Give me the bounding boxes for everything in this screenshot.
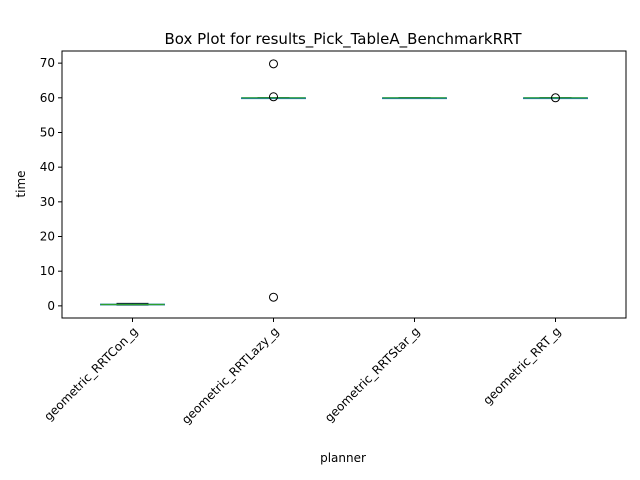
y-tick-label: 50 — [40, 125, 55, 139]
box-flier — [269, 92, 278, 102]
y-tick-label: 60 — [40, 91, 55, 105]
chart-title: Box Plot for results_Pick_TableA_Benchma… — [164, 30, 522, 49]
x-axis-label: planner — [320, 451, 366, 465]
y-tick-label: 70 — [40, 56, 55, 70]
y-tick-label: 30 — [40, 195, 55, 209]
y-tick-label: 0 — [47, 299, 55, 313]
box-flier — [269, 292, 278, 302]
y-tick-label: 40 — [40, 160, 55, 174]
y-axis-label: time — [14, 170, 28, 197]
box-flier — [269, 59, 278, 69]
box-flier — [551, 93, 560, 103]
y-tick-label: 20 — [40, 230, 55, 244]
plot-frame — [61, 50, 627, 319]
y-tick-label: 10 — [40, 264, 55, 278]
